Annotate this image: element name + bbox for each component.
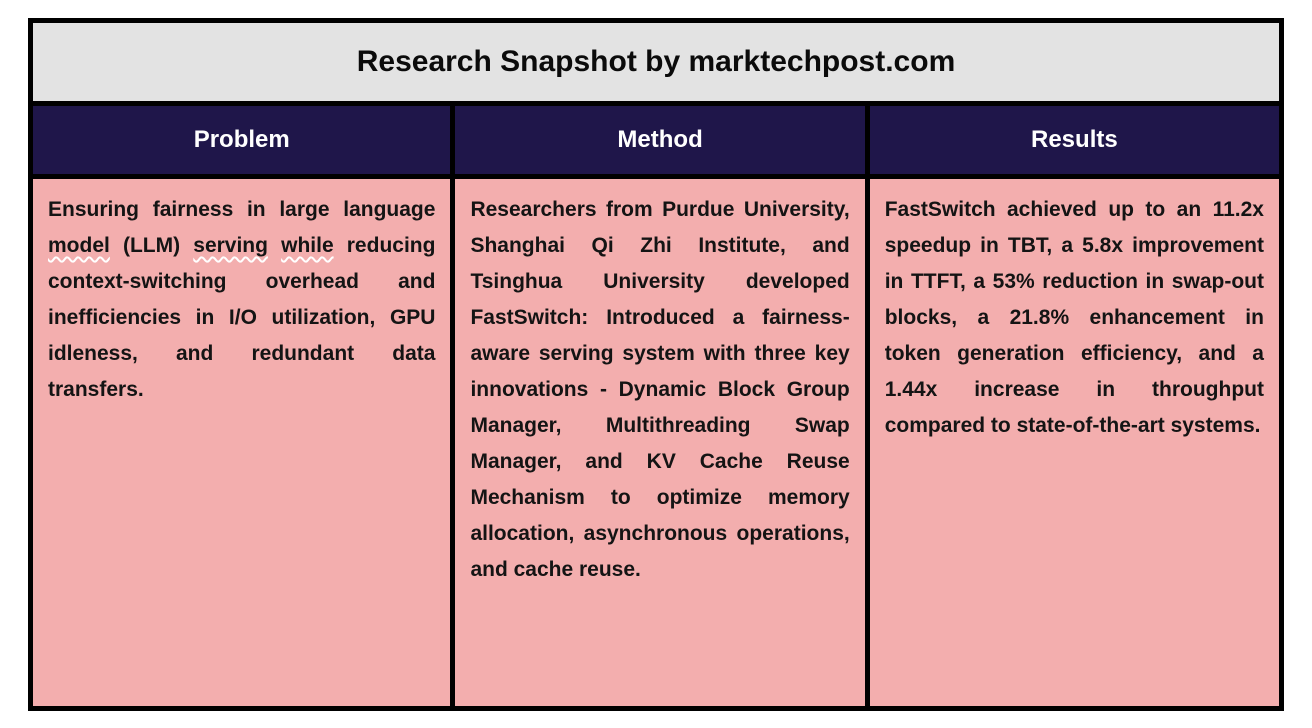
problem-text-segment: Ensuring fairness in large language	[48, 198, 436, 221]
table-title-bar: Research Snapshot by marktechpost.com	[33, 23, 1279, 101]
table-title: Research Snapshot by marktechpost.com	[356, 45, 956, 78]
column-header-problem-label: Problem	[193, 126, 290, 153]
column-header-method: Method	[455, 106, 865, 174]
research-snapshot-table: Research Snapshot by marktechpost.com Pr…	[28, 18, 1284, 711]
problem-cell: Ensuring fairness in large language mode…	[33, 179, 451, 706]
spellcheck-squiggle-word: while	[281, 234, 334, 257]
problem-text-segment: (LLM)	[109, 234, 194, 257]
spellcheck-squiggle-word: model	[48, 234, 110, 257]
column-header-results: Results	[869, 106, 1279, 174]
problem-text: Ensuring fairness in large language mode…	[48, 192, 435, 408]
spellcheck-squiggle-word: serving	[193, 234, 268, 257]
column-header-results-label: Results	[1031, 126, 1118, 153]
problem-text-segment: reducing context-switching overhead and …	[48, 234, 436, 401]
column-header-problem: Problem	[33, 106, 451, 174]
method-cell: Researchers from Purdue University, Shan…	[455, 179, 865, 706]
results-text: FastSwitch achieved up to an 11.2x speed…	[884, 198, 1264, 437]
problem-text-segment	[268, 234, 281, 257]
results-cell: FastSwitch achieved up to an 11.2x speed…	[869, 179, 1279, 706]
column-header-method-label: Method	[617, 126, 703, 153]
method-text: Researchers from Purdue University, Shan…	[470, 198, 850, 581]
